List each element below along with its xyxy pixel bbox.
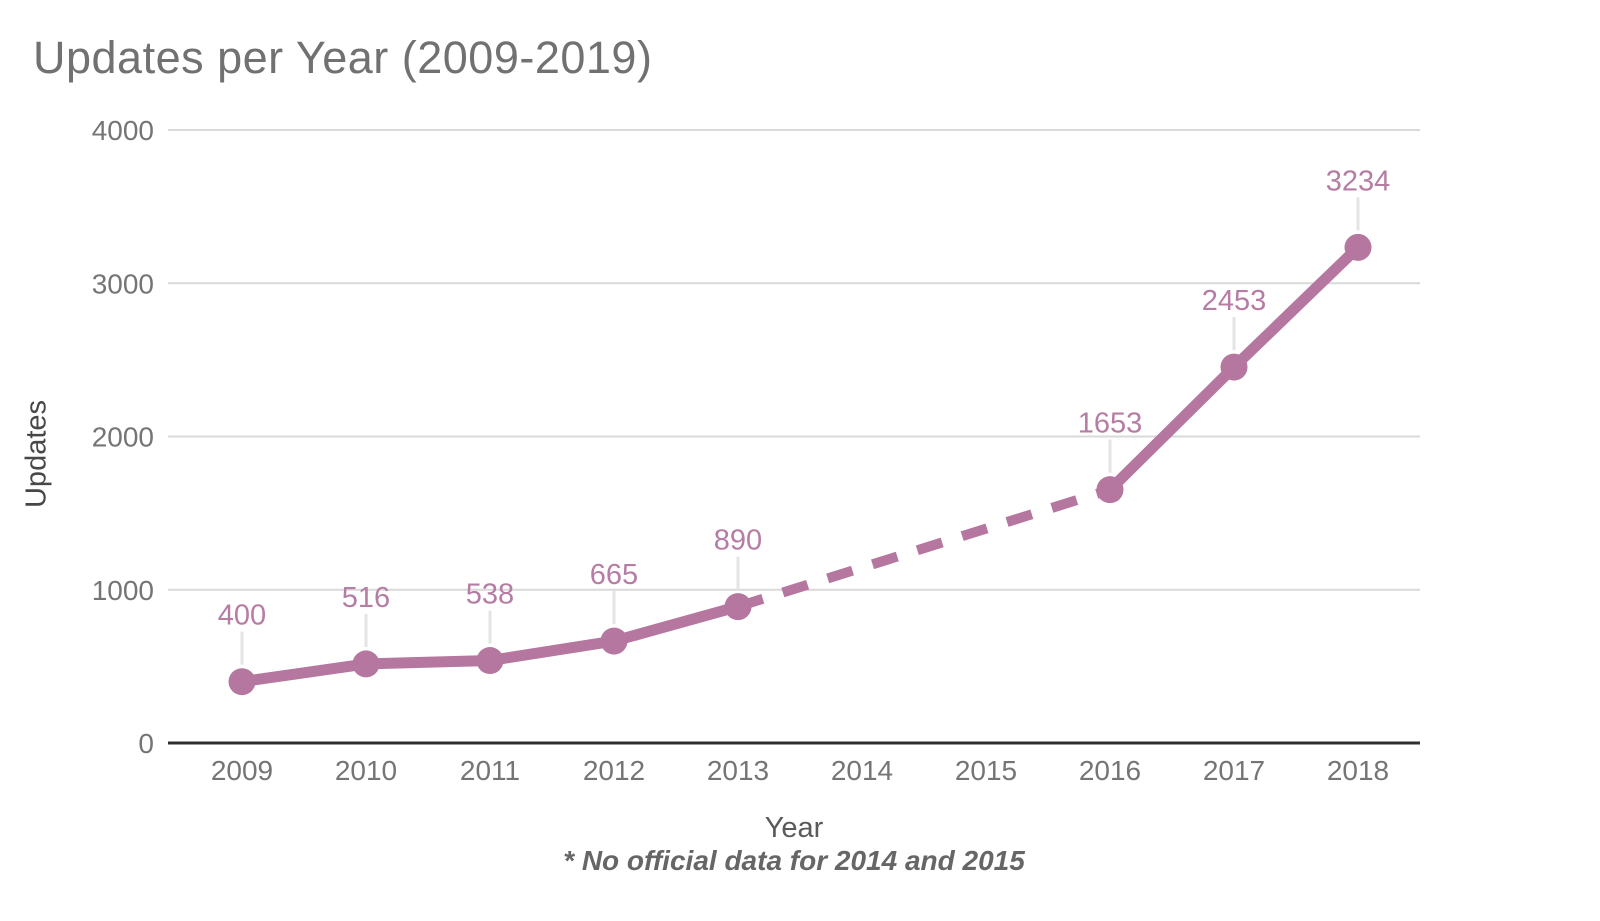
x-axis-title: Year bbox=[764, 812, 824, 844]
data-point bbox=[1220, 353, 1248, 381]
trend-line-dashed bbox=[736, 484, 1112, 612]
data-point bbox=[600, 627, 628, 655]
x-tick-label: 2011 bbox=[460, 755, 520, 786]
data-point-label: 400 bbox=[218, 600, 266, 632]
y-axis-title: Updates bbox=[20, 399, 53, 509]
chart-title: Updates per Year (2009-2019) bbox=[33, 32, 653, 83]
data-point bbox=[1096, 476, 1124, 504]
y-tick-label: 4000 bbox=[92, 115, 154, 146]
x-tick-label: 2015 bbox=[955, 755, 1017, 786]
y-tick-label: 2000 bbox=[92, 422, 154, 453]
x-tick-label: 2014 bbox=[831, 755, 893, 786]
data-point-label: 516 bbox=[342, 582, 390, 614]
data-point-label: 665 bbox=[590, 559, 638, 591]
chart-footnote: * No official data for 2014 and 2015 bbox=[563, 845, 1025, 876]
data-point bbox=[476, 647, 504, 675]
y-tick-label: 3000 bbox=[92, 268, 154, 299]
data-point-label: 3234 bbox=[1326, 165, 1391, 197]
x-tick-label: 2016 bbox=[1079, 755, 1141, 786]
data-point bbox=[228, 668, 256, 696]
x-tick-label: 2012 bbox=[583, 755, 645, 786]
x-tick-label: 2018 bbox=[1327, 755, 1389, 786]
x-tick-label: 2009 bbox=[211, 755, 273, 786]
x-tick-label: 2017 bbox=[1203, 755, 1265, 786]
x-tick-label: 2010 bbox=[335, 755, 397, 786]
data-point-label: 538 bbox=[466, 579, 514, 611]
data-point-label: 2453 bbox=[1202, 285, 1267, 317]
y-tick-label: 0 bbox=[138, 728, 154, 759]
data-point bbox=[724, 593, 752, 621]
data-point bbox=[1344, 233, 1372, 261]
y-tick-label: 1000 bbox=[92, 575, 154, 606]
data-point bbox=[352, 650, 380, 678]
data-point-label: 890 bbox=[714, 525, 762, 557]
data-point-label: 1653 bbox=[1078, 408, 1143, 440]
x-tick-label: 2013 bbox=[707, 755, 769, 786]
